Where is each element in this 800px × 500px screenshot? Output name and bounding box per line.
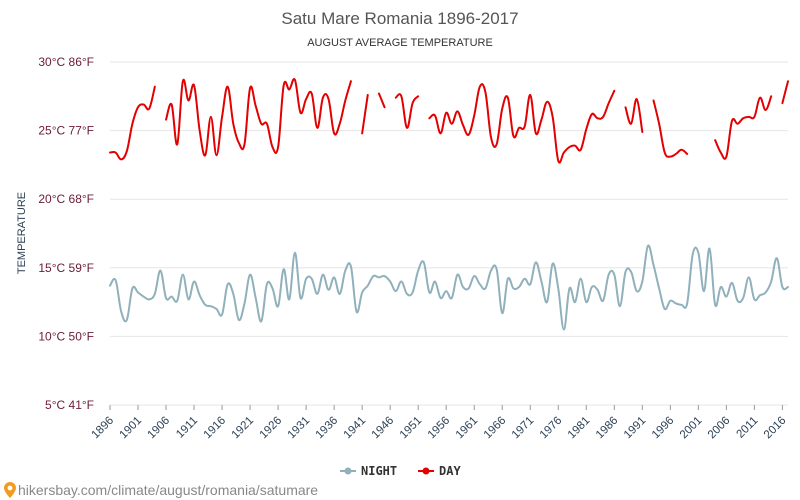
x-tick-label: 2001 xyxy=(678,415,705,442)
series-line-segment xyxy=(394,93,420,129)
legend-marker-icon xyxy=(422,467,430,475)
series-line-segment xyxy=(109,85,156,161)
legend-item-day[interactable]: DAY xyxy=(418,464,461,478)
series-line-segment xyxy=(361,93,369,135)
x-tick-label: 1941 xyxy=(342,415,369,442)
series-line-segment xyxy=(377,92,386,109)
x-tick-label: 1961 xyxy=(454,415,481,442)
x-tick-label: 1936 xyxy=(314,415,341,442)
series-line-segment xyxy=(781,80,789,105)
x-tick-label: 1906 xyxy=(146,415,173,442)
series-line-segment xyxy=(109,244,789,331)
x-tick-label: 1991 xyxy=(622,415,649,442)
footer-source[interactable]: hikersbay.com/climate/august/romania/sat… xyxy=(4,482,318,498)
x-tick-label: 1966 xyxy=(482,415,509,442)
series-line-segment xyxy=(428,83,616,164)
y-tick-label: 15°C 59°F xyxy=(38,261,94,275)
y-tick-label: 30°C 86°F xyxy=(38,55,94,69)
x-tick-label: 1931 xyxy=(286,415,313,442)
series-day xyxy=(109,78,789,164)
x-tick-label: 1896 xyxy=(90,415,117,442)
legend-item-night[interactable]: NIGHT xyxy=(340,464,397,478)
series-line-segment xyxy=(714,95,773,160)
legend-label: NIGHT xyxy=(361,464,397,478)
x-tick-label: 1956 xyxy=(426,415,453,442)
x-tick-label: 1901 xyxy=(118,415,145,442)
x-tick-label: 1921 xyxy=(230,415,257,442)
x-tick-label: 1946 xyxy=(370,415,397,442)
series-night xyxy=(109,244,789,331)
legend-marker-icon xyxy=(344,467,352,475)
x-tick-label: 1981 xyxy=(566,415,593,442)
y-tick-label: 10°C 50°F xyxy=(38,329,94,343)
x-tick-label: 1926 xyxy=(258,415,285,442)
x-tick-label: 2006 xyxy=(706,415,733,442)
chart-subtitle: AUGUST AVERAGE TEMPERATURE xyxy=(307,37,493,49)
series-line-segment xyxy=(624,98,644,133)
x-tick-label: 1916 xyxy=(202,415,229,442)
x-tick-label: 1951 xyxy=(398,415,425,442)
legend[interactable]: NIGHT DAY xyxy=(340,464,461,478)
x-tick-label: 1986 xyxy=(594,415,621,442)
x-tick-label: 1911 xyxy=(174,415,200,441)
series-layer xyxy=(109,78,789,331)
legend-label: DAY xyxy=(439,464,461,478)
y-tick-label: 5°C 41°F xyxy=(45,398,94,412)
y-axis-label: TEMPERATURE xyxy=(16,192,28,274)
source-url[interactable]: hikersbay.com/climate/august/romania/sat… xyxy=(18,482,318,498)
y-tick-label: 20°C 68°F xyxy=(38,192,94,206)
grid-lines xyxy=(110,61,788,406)
x-tick-label: 2016 xyxy=(762,415,789,442)
y-tick-label: 25°C 77°F xyxy=(38,124,94,138)
x-tick-label: 1976 xyxy=(538,415,565,442)
y-axis-ticks: 30°C 86°F 25°C 77°F 20°C 68°F 15°C 59°F 10°C… xyxy=(38,55,94,412)
series-line-segment xyxy=(652,99,689,158)
x-tick-label: 1971 xyxy=(510,415,537,442)
chart-title: Satu Mare Romania 1896-2017 xyxy=(281,9,518,28)
x-tick-label: 2011 xyxy=(735,415,761,441)
x-tick-label: 1996 xyxy=(650,415,677,442)
series-line-segment xyxy=(165,78,352,157)
x-axis-ticks: 1896 1901 1906 1911 1916 1921 1926 1931 1936 1941… xyxy=(90,405,789,441)
location-pin-icon xyxy=(4,482,16,498)
